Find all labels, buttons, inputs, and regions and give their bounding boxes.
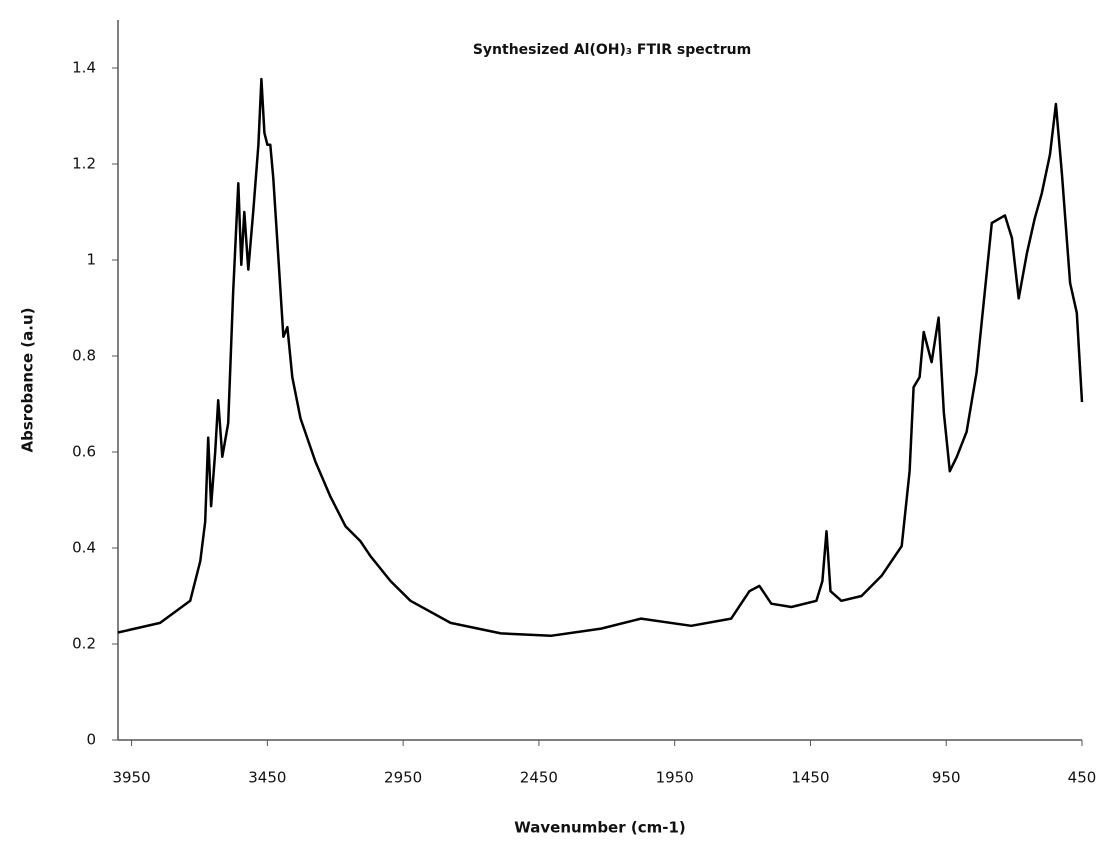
y-tick-label: 0.4 [72, 539, 96, 557]
x-tick-label: 3950 [112, 769, 150, 787]
x-tick-label: 2950 [384, 769, 422, 787]
x-tick-label: 1450 [791, 769, 829, 787]
y-tick-label: 1 [86, 251, 96, 269]
x-tick-label: 950 [932, 769, 961, 787]
y-axis-label: Absrobance (a.u) [19, 307, 37, 452]
y-tick-label: 0.8 [72, 347, 96, 365]
y-tick-label: 1.2 [72, 155, 96, 173]
x-tick-label: 3450 [248, 769, 286, 787]
y-tick-label: 0.6 [72, 443, 96, 461]
y-tick-label: 1.4 [72, 59, 96, 77]
x-tick-label: 450 [1068, 769, 1097, 787]
spectrum-line [117, 77, 1084, 638]
y-tick-label: 0.2 [72, 635, 96, 653]
x-tick-label: 1950 [656, 769, 694, 787]
x-axis-label: Wavenumber (cm-1) [514, 819, 686, 837]
y-tick-label: 0 [86, 731, 96, 749]
x-tick-label: 2450 [520, 769, 558, 787]
chart-title: Synthesized Al(OH)₃ FTIR spectrum [473, 42, 751, 58]
